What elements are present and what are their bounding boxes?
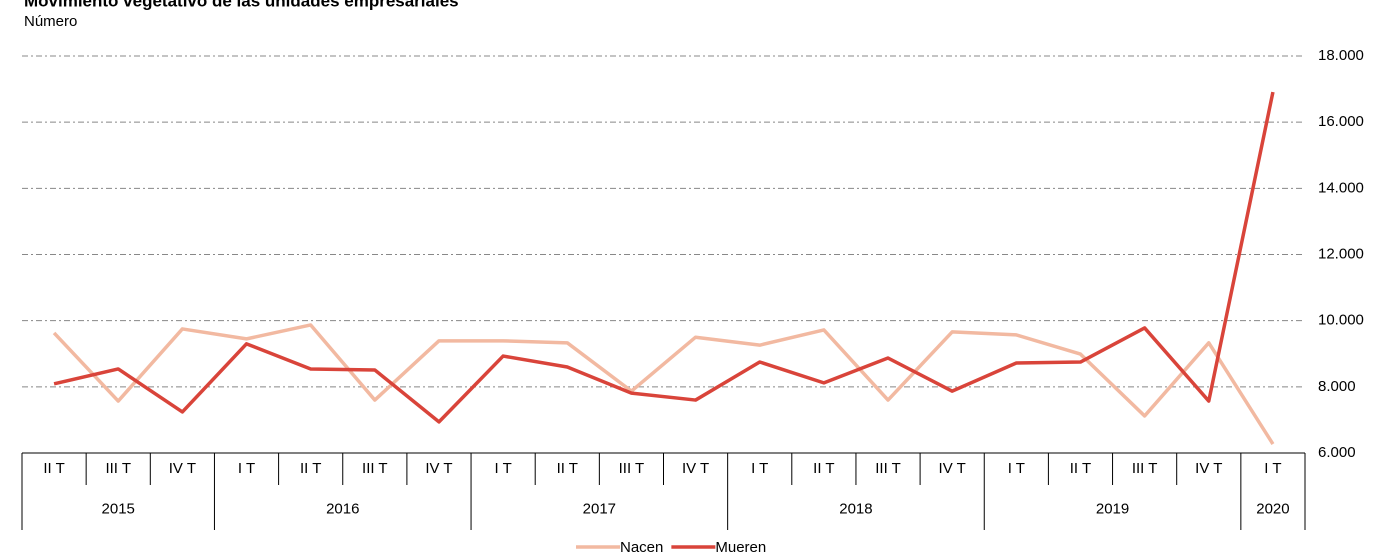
x-tick-label: III T — [1132, 460, 1158, 477]
x-tick-label: III T — [875, 460, 901, 477]
legend-label: Nacen — [620, 539, 663, 556]
year-label: 2020 — [1256, 500, 1289, 517]
legend-label: Mueren — [715, 539, 766, 556]
x-tick-label: I T — [495, 460, 512, 477]
x-tick-label: II T — [813, 460, 834, 477]
year-label: 2017 — [583, 500, 616, 517]
year-label: 2019 — [1096, 500, 1129, 517]
x-tick-label: II T — [43, 460, 64, 477]
x-tick-label: IV T — [1195, 460, 1222, 477]
y-tick-label: 12.000 — [1318, 245, 1364, 262]
x-tick-label: II T — [1070, 460, 1091, 477]
x-tick-label: III T — [362, 460, 388, 477]
x-tick-label: IV T — [169, 460, 196, 477]
x-tick-label: IV T — [939, 460, 966, 477]
y-tick-label: 16.000 — [1318, 113, 1364, 130]
x-tick-label: IV T — [425, 460, 452, 477]
x-tick-label: III T — [619, 460, 645, 477]
x-tick-label: IV T — [682, 460, 709, 477]
x-tick-label: I T — [238, 460, 255, 477]
x-tick-label: I T — [1264, 460, 1281, 477]
series-line — [53, 91, 1275, 424]
x-tick-label: III T — [105, 460, 131, 477]
year-label: 2018 — [839, 500, 872, 517]
y-tick-label: 6.000 — [1318, 444, 1356, 461]
x-tick-label: I T — [751, 460, 768, 477]
y-tick-label: 10.000 — [1318, 312, 1364, 329]
x-tick-label: I T — [1008, 460, 1025, 477]
year-label: 2016 — [326, 500, 359, 517]
x-tick-label: II T — [557, 460, 578, 477]
year-label: 2015 — [102, 500, 135, 517]
chart-title: Movimiento vegetativo de las unidades em… — [24, 0, 459, 10]
x-tick-label: II T — [300, 460, 321, 477]
y-tick-label: 14.000 — [1318, 179, 1364, 196]
series-line — [52, 323, 1275, 446]
chart-subtitle: Número — [24, 13, 77, 30]
y-tick-label: 8.000 — [1318, 378, 1356, 395]
y-tick-label: 18.000 — [1318, 47, 1364, 64]
